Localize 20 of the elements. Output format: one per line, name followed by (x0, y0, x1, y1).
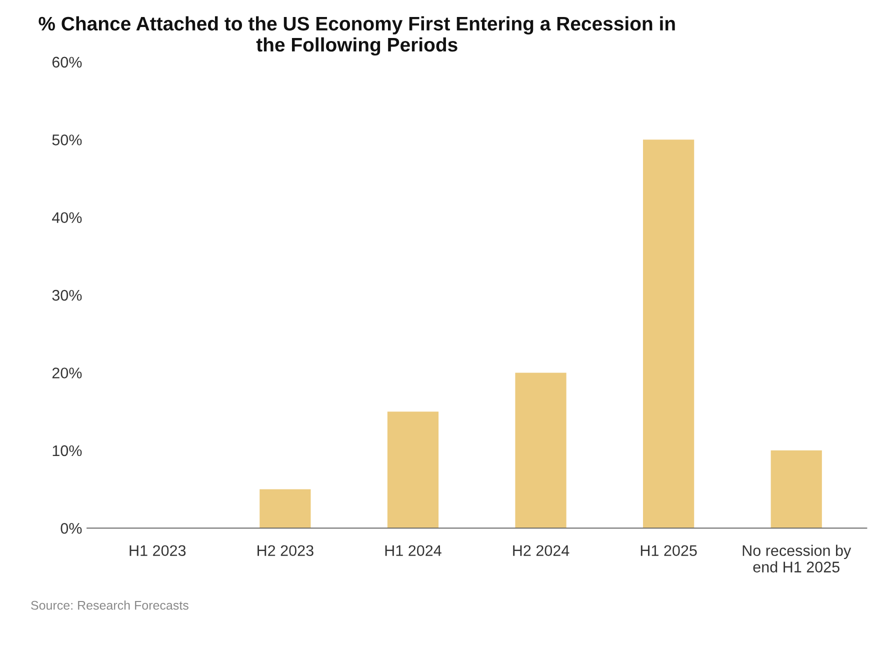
x-tick-label: H2 2024 (513, 545, 570, 556)
y-tick-label: 40% (52, 212, 82, 224)
y-tick-label: 30% (52, 290, 82, 301)
y-tick-label: 10% (52, 445, 82, 456)
x-tick-label: No recession by end H1 2025 (742, 544, 852, 572)
y-tick-label: 60% (52, 56, 82, 68)
y-tick-label: 0% (60, 522, 82, 534)
bar (387, 412, 439, 528)
bar (770, 450, 822, 528)
source-note: Source: Research Forecasts (31, 600, 188, 610)
y-tick-label: 50% (52, 134, 82, 146)
x-tick-label: H2 2023 (258, 545, 314, 556)
x-tick-label: H1 2024 (385, 545, 442, 556)
x-tick-label: H1 2023 (130, 545, 186, 556)
bar (260, 489, 311, 528)
y-tick-label: 20% (52, 368, 82, 378)
bar (643, 140, 694, 528)
chart-title: % Chance Attached to the US Economy First Entering a Recession in the Following Periods (38, 16, 675, 56)
bar (515, 372, 566, 528)
x-tick-label: H1 2025 (640, 545, 697, 556)
